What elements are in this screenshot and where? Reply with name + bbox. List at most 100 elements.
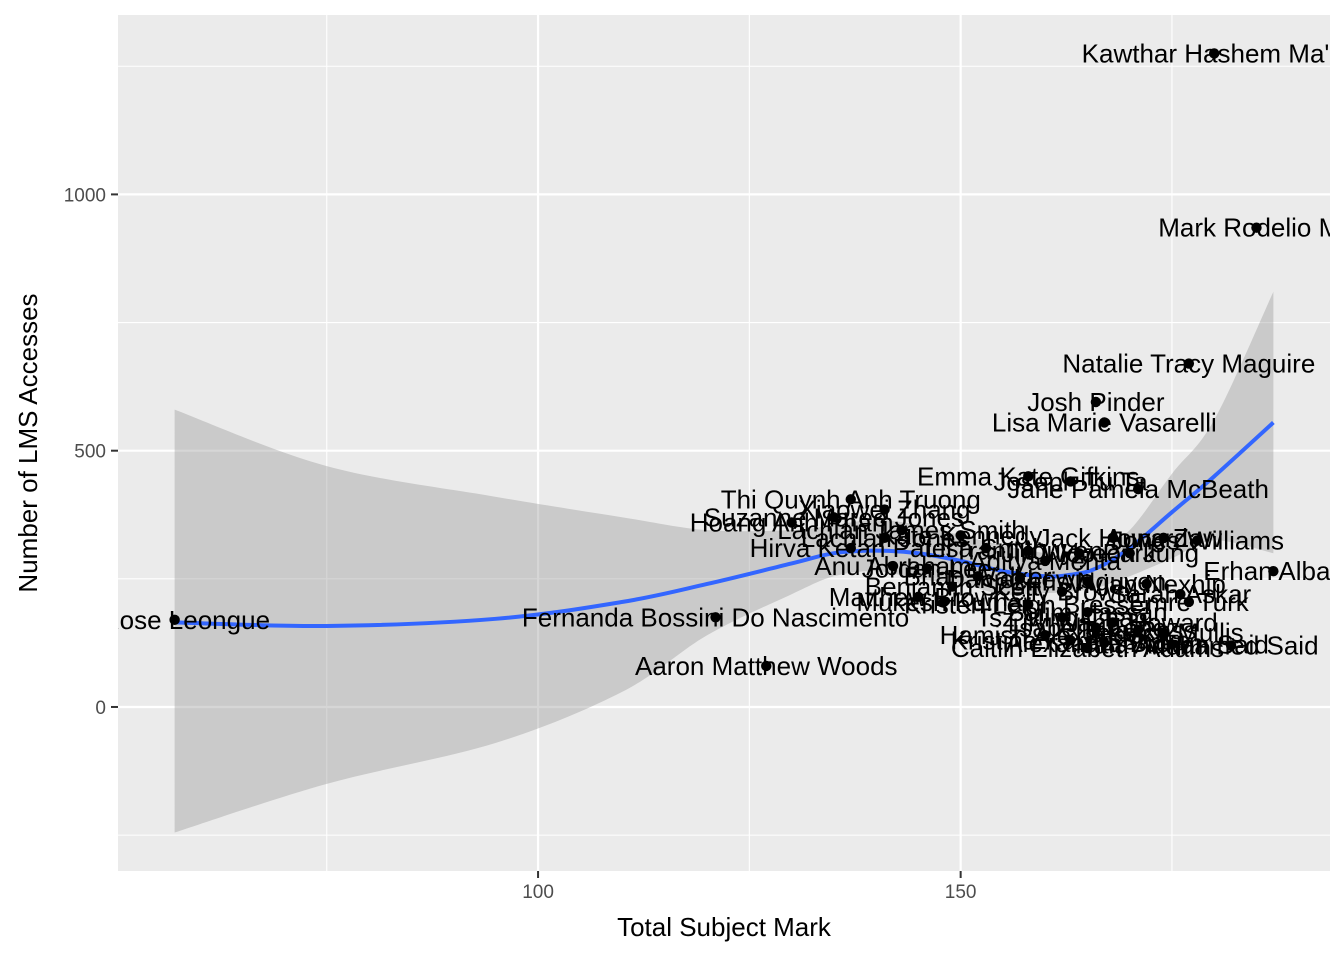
- point-label: Aaron Matthew Woods: [635, 651, 898, 681]
- y-tick-label: 0: [95, 698, 106, 719]
- data-point: [938, 596, 949, 608]
- data-point: [1268, 565, 1279, 577]
- data-point: [1209, 48, 1220, 59]
- y-axis: 0 500 1000: [64, 185, 118, 719]
- data-point: [879, 504, 890, 515]
- point-label: Kelly Brown: [993, 577, 1130, 607]
- data-point: [1065, 635, 1076, 646]
- data-point: [1039, 555, 1051, 567]
- data-point: [845, 542, 856, 554]
- point-label: Hala Adnan Said: [1075, 629, 1269, 659]
- point-label: Chris Nguyen: [1009, 566, 1167, 596]
- data-point: [1124, 548, 1135, 559]
- point-label: Lisa Marie Vasarelli: [992, 407, 1217, 437]
- data-point: [972, 571, 983, 582]
- data-points: [169, 48, 1279, 672]
- point-label: Brian Walker: [904, 561, 1052, 591]
- data-point: [879, 532, 890, 544]
- data-point: [761, 660, 772, 672]
- data-point: [1039, 630, 1051, 641]
- data-point: [1107, 617, 1118, 628]
- point-label: Vivian Nexhip: [1067, 569, 1226, 599]
- point-label: Matthew Brown: [829, 582, 1008, 612]
- data-point: [1023, 471, 1034, 482]
- data-point: [1132, 624, 1144, 636]
- data-point: [1166, 639, 1178, 650]
- point-label: Salim Hassan: [1007, 597, 1167, 627]
- point-label: Lachlan James Smith: [777, 515, 1026, 545]
- point-label: Thi Quynh Anh Truong: [721, 484, 981, 514]
- point-label: Erhan Albay: [1203, 556, 1343, 586]
- point-label: Hyeon Jung: [1060, 538, 1199, 568]
- data-point: [1251, 222, 1262, 233]
- data-point: [1082, 606, 1093, 618]
- y-axis-title: Number of LMS Accesses: [13, 293, 43, 592]
- data-point: [828, 512, 840, 523]
- data-point: [1099, 417, 1110, 428]
- point-label: Jin Woo Park: [1002, 538, 1157, 568]
- point-label: Kristina Karen Sharp: [951, 625, 1191, 655]
- point-label: Alexandra Brown: [1005, 628, 1203, 658]
- point-label: Kate Kennedy: [879, 520, 1042, 550]
- x-axis: 100 150: [522, 871, 977, 903]
- point-label: Lachlan Jones: [801, 523, 969, 553]
- point-label: Benjamin Scott: [865, 572, 1041, 602]
- point-label: Mark Rodelio Ma: [1158, 213, 1344, 243]
- point-label: Joseph Tu Ta: [993, 466, 1148, 496]
- point-label: Fernanda Bossini Do Nascimento: [522, 602, 909, 632]
- data-point: [710, 612, 721, 623]
- data-point: [1082, 642, 1093, 654]
- point-label: Hoang Anh Pham: [690, 507, 894, 537]
- point-labels: n Rose Leongue Fernanda Bossini Do Nascim…: [79, 38, 1344, 681]
- y-tick-label: 500: [74, 442, 106, 463]
- point-label: Mukesh Kumar: [856, 587, 1031, 617]
- point-label: Kawthar Hashem Ma'Y: [1082, 38, 1344, 68]
- data-point: [1192, 535, 1203, 546]
- x-tick-label: 100: [522, 882, 554, 903]
- data-point: [1056, 586, 1068, 597]
- point-label: Tara Ross: [1080, 615, 1197, 645]
- data-point: [845, 494, 856, 505]
- data-point: [1073, 548, 1085, 559]
- point-label: Emre Turk: [1129, 587, 1250, 617]
- point-label: Caitlin Elizabeth Adams: [951, 633, 1224, 663]
- point-label: Hamish Alexander: [940, 620, 1151, 650]
- data-point: [896, 524, 907, 536]
- data-point: [1065, 476, 1076, 487]
- point-label: n Rose Leongue: [79, 605, 270, 635]
- point-label: Lisa Smith: [925, 533, 1046, 563]
- x-axis-title: Total Subject Mark: [617, 912, 832, 942]
- point-label: Natalie Tracy Maguire: [1062, 349, 1315, 379]
- data-point: [955, 530, 966, 541]
- data-point: [947, 581, 958, 592]
- minor-gridlines: [118, 15, 1330, 871]
- data-point: [1158, 627, 1169, 638]
- point-label: Anu Abraham: [814, 551, 972, 581]
- data-point: [1175, 589, 1186, 600]
- data-point: [1225, 640, 1237, 651]
- point-label: Isabella Lopez: [1012, 613, 1180, 643]
- y-tick-label: 1000: [64, 185, 106, 206]
- data-point: [980, 542, 992, 554]
- data-point: [1141, 578, 1152, 590]
- point-label: Hirva Ketan Patel: [750, 533, 952, 563]
- point-label: Tsz Ming Chan: [976, 602, 1148, 632]
- data-point: [1014, 573, 1026, 585]
- point-label: Tran Nguyen: [954, 536, 1103, 566]
- point-label: Kristen Leigh Bresser: [904, 589, 1153, 619]
- point-label: Mohamed Said: [1144, 630, 1319, 660]
- data-point: [169, 614, 180, 626]
- data-point: [1183, 358, 1195, 369]
- point-label: Jane Pamela McBeath: [1007, 474, 1269, 504]
- data-point: [1158, 532, 1169, 544]
- data-point: [1107, 532, 1118, 544]
- point-label: Suzanne Maree Jones: [704, 502, 964, 532]
- data-point: [1090, 622, 1102, 633]
- x-tick-label: 150: [945, 882, 977, 903]
- point-label: Aung Zaw: [1105, 523, 1222, 553]
- point-label: Daniel Lewis: [946, 564, 1093, 594]
- point-label: Lily Wang Howard: [1008, 607, 1218, 637]
- point-label: Jones Williams: [1111, 525, 1284, 555]
- data-point: [1099, 637, 1110, 649]
